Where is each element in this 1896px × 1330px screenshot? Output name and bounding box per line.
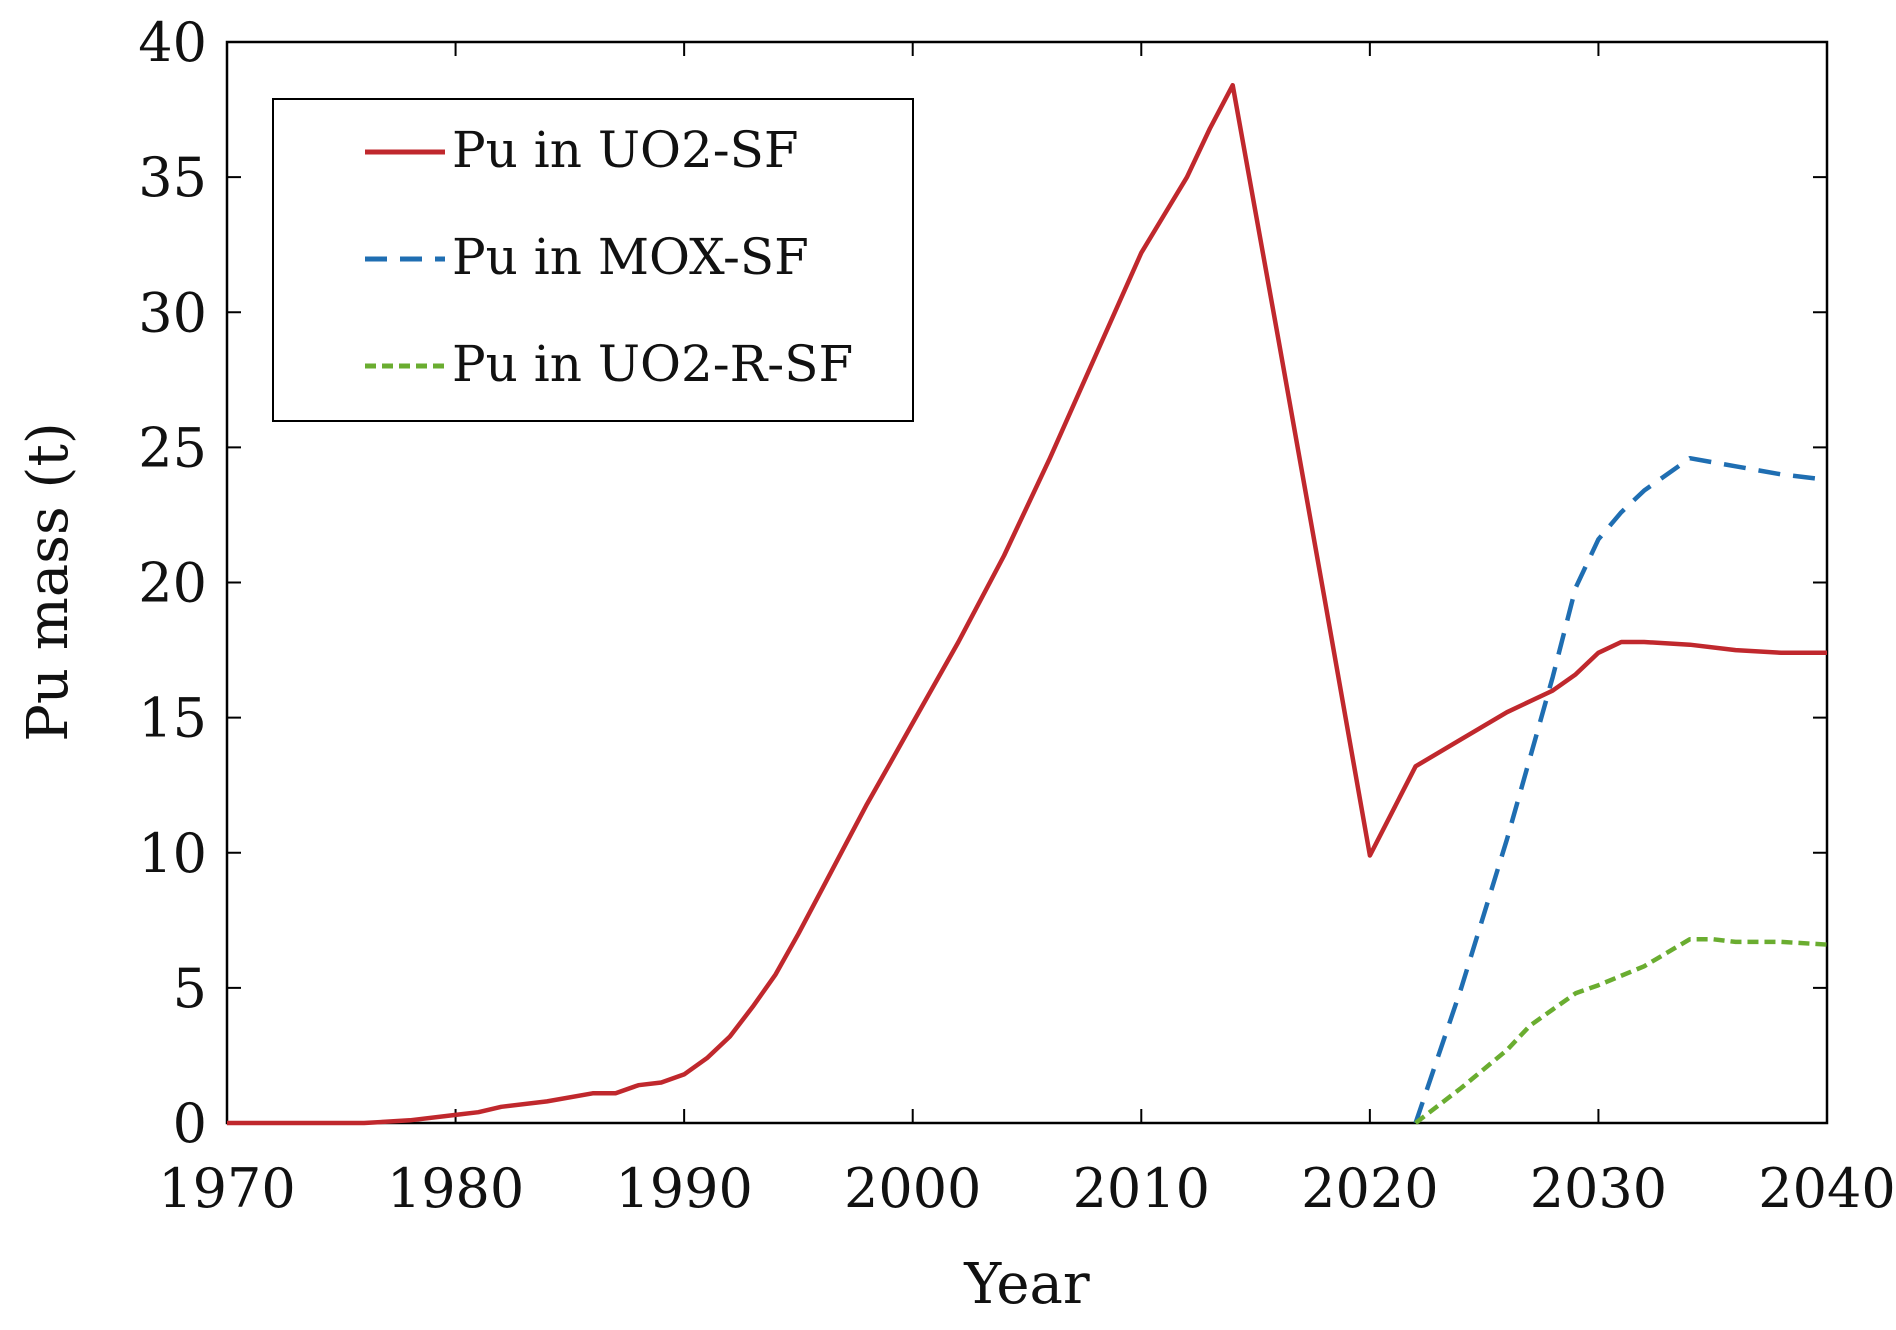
y-tick-label: 20 <box>138 552 207 615</box>
x-tick-label: 2010 <box>1073 1157 1210 1220</box>
legend: Pu in UO2-SF Pu in MOX-SF Pu in UO2-R-SF <box>272 98 914 422</box>
series-line-uo2-sf <box>227 82 1827 1126</box>
x-axis-ticks: 1970 1980 1990 2000 2010 2020 2030 2040 <box>158 42 1896 1220</box>
x-tick-label: 1980 <box>387 1157 524 1220</box>
y-tick-label: 5 <box>173 957 207 1020</box>
x-tick-label: 2030 <box>1530 1157 1667 1220</box>
y-tick-label: 30 <box>138 281 207 344</box>
y-tick-label: 25 <box>138 416 207 479</box>
series-line-uo2-r-sf <box>1414 936 1828 1125</box>
x-axis-title: Year <box>963 1252 1090 1317</box>
y-axis-title: Pu mass (t) <box>16 422 81 742</box>
y-tick-label: 40 <box>138 11 207 74</box>
y-tick-label: 10 <box>138 822 207 885</box>
legend-label-uo2-sf: Pu in UO2-SF <box>452 121 799 179</box>
y-axis-ticks: 0 5 10 15 20 25 30 35 40 <box>138 11 1827 1155</box>
x-tick-label: 2020 <box>1301 1157 1438 1220</box>
y-tick-label: 15 <box>138 687 207 750</box>
x-tick-label: 1970 <box>158 1157 295 1220</box>
y-tick-label: 35 <box>138 146 207 209</box>
series-layer <box>227 82 1828 1126</box>
x-tick-label: 2000 <box>844 1157 981 1220</box>
x-tick-label: 1990 <box>615 1157 752 1220</box>
legend-label-uo2-r-sf: Pu in UO2-R-SF <box>452 335 853 393</box>
legend-label-mox-sf: Pu in MOX-SF <box>452 228 809 286</box>
series-line-mox-sf <box>1413 455 1828 1124</box>
y-tick-label: 0 <box>173 1092 207 1155</box>
x-tick-label: 2040 <box>1758 1157 1895 1220</box>
